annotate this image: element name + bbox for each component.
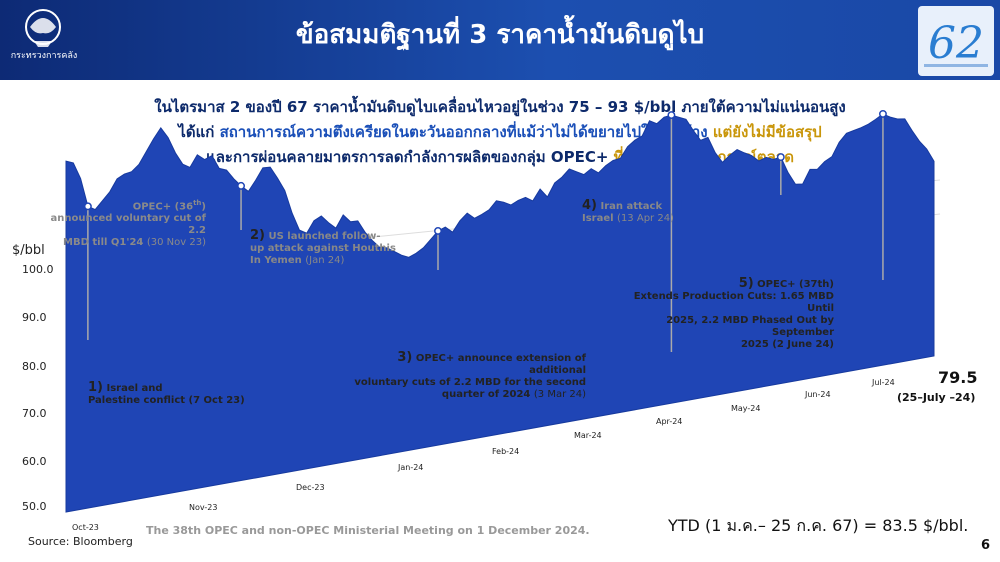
annotation-2-date: (Jan 24) (305, 255, 345, 266)
x-tick-label: Dec-23 (296, 483, 325, 492)
ministry-label: กระทรวงการคลัง (10, 51, 78, 61)
annotation-5-num: 5) (738, 276, 754, 291)
annotation-2: 2) US launched follow- up attack against… (250, 228, 400, 267)
annotation-5-text: OPEC+ (37th) (757, 279, 834, 290)
annotation-3-date: (3 Mar 24) (533, 389, 586, 400)
annotation-opec36-date: (30 Nov 23) (146, 237, 206, 249)
leader-4-marker (776, 153, 785, 162)
subtitle-line-2: ได้แก่ สถานการณ์ความตึงเครียดในตะวันออกก… (0, 120, 1000, 144)
leader-5-marker (878, 109, 887, 118)
annotation-3-text: OPEC+ announce extension of additional (415, 353, 586, 376)
page-title: ข้อสมมติฐานที่ 3 ราคาน้ำมันดิบดูไบ (295, 20, 705, 50)
y-tick-label: 60.0 (22, 455, 47, 468)
last-date-label: (25–July –24) (897, 391, 976, 404)
annotation-3-text3: quarter of 2024 (441, 389, 531, 400)
annotation-5-text2: Extends Production Cuts: 1.65 MBD Until (633, 291, 834, 314)
annotation-opec36-text1: OPEC+ (36 (132, 201, 194, 213)
annotation-leader-lines (83, 109, 887, 352)
garuda-emblem-icon (25, 9, 61, 47)
annotation-2-text: US launched follow- (268, 231, 381, 242)
annotation-4-text: Iran attack (600, 201, 663, 212)
annotation-1-text2: Palestine conflict (7 Oct 23) (88, 395, 245, 406)
y-axis-label: $/bbl (12, 243, 45, 258)
annotation-3-num: 3) (397, 350, 413, 365)
annotation-1-text: Israel and (106, 383, 163, 394)
annotation-opec36: OPEC+ (36th) announced voluntary cut of … (30, 197, 207, 249)
anniversary-62-logo: 62 (918, 6, 994, 76)
price-area-series (65, 113, 935, 513)
annotation-4-text2: Israel (582, 213, 614, 224)
annotation-5: 5) OPEC+ (37th) Extends Production Cuts:… (612, 276, 834, 351)
annotation-opec36-sup: th (193, 199, 202, 207)
annotation-4: 4) Iran attack Israel (13 Apr 24) (582, 198, 692, 225)
annotation-opec36-text3: MBD till Q1'24 (63, 237, 144, 249)
badge-number: 62 (928, 18, 984, 69)
leader-opec36-marker (237, 181, 246, 190)
leader-2-marker (434, 227, 442, 235)
annotation-2-text2: up attack against Houthis (250, 243, 396, 254)
y-tick-label: 70.0 (22, 407, 47, 420)
x-tick-label: Mar-24 (574, 431, 602, 440)
x-tick-label: Oct-23 (72, 523, 99, 532)
ytd-summary: YTD (1 ม.ค.– 25 ก.ค. 67) = 83.5 $/bbl. (668, 516, 969, 535)
x-tick-label: May-24 (731, 404, 761, 413)
subtitle-line-2-a: ได้แก่ (178, 123, 220, 141)
header-bar: กระทรวงการคลัง ข้อสมมติฐานที่ 3 ราคาน้ำม… (0, 0, 1000, 80)
annotation-1-num: 1) (88, 380, 103, 395)
x-tick-label: Jan-24 (398, 463, 424, 472)
subtitle-line-3-a: และการผ่อนคลายมาตรการลดกำลังการผลิตของกล… (206, 148, 614, 166)
x-tick-label: Nov-23 (189, 503, 218, 512)
annotation-2-num: 2) (250, 228, 265, 243)
annotation-3: 3) OPEC+ announce extension of additiona… (350, 350, 586, 401)
subtitle-line-2-c: แต่ยังไม่มีข้อสรุป (712, 123, 822, 141)
leader-1-marker (83, 202, 92, 211)
x-tick-label: Apr-24 (656, 417, 683, 426)
footer-note: The 38th OPEC and non-OPEC Ministerial M… (146, 524, 590, 537)
page-number: 6 (981, 538, 991, 553)
y-tick-label: 80.0 (22, 360, 47, 373)
x-tick-label: Jul-24 (872, 378, 895, 387)
x-tick-label: Feb-24 (492, 447, 520, 456)
annotation-5-text4: 2025 (2 June 24) (740, 339, 834, 350)
annotation-5-text3: 2025, 2.2 MBD Phased Out by September (666, 315, 834, 338)
annotation-2-text3: In Yemen (250, 255, 302, 266)
y-tick-label: 50.0 (22, 500, 47, 513)
annotation-opec36-text2: announced voluntary cut of 2.2 (50, 213, 207, 237)
subtitle-line-2-b: สถานการณ์ความตึงเครียดในตะวันออกกลางที่แ… (219, 123, 713, 141)
last-value-label: 79.5 (938, 368, 978, 387)
annotation-4-date: (13 Apr 24) (617, 213, 674, 224)
y-tick-label: 90.0 (22, 311, 47, 324)
annotation-3-text2: voluntary cuts of 2.2 MBD for the second (354, 377, 586, 388)
leader-3-marker (667, 111, 676, 120)
source-label: Source: Bloomberg (28, 535, 133, 548)
annotation-opec36-text1b: ) (201, 201, 206, 213)
annotation-1: 1) Israel and Palestine conflict (7 Oct … (88, 380, 258, 407)
y-tick-label: 100.0 (22, 263, 54, 276)
annotation-4-num: 4) (582, 198, 597, 213)
x-tick-label: Jun-24 (805, 390, 831, 399)
